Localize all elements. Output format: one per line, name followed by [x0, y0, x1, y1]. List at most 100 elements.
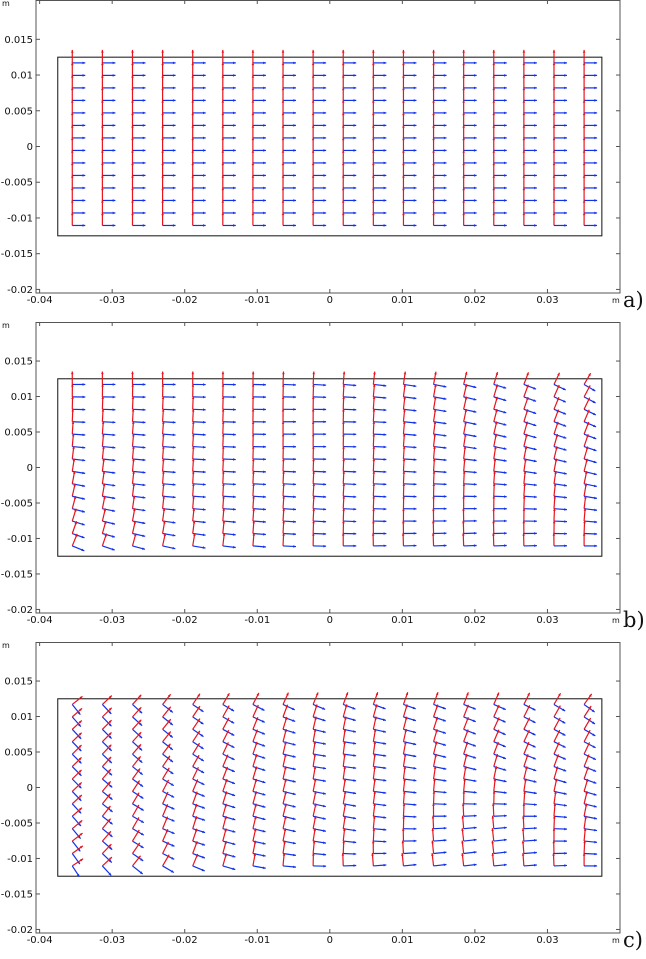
blue-vector: [373, 703, 386, 710]
red-vector: [101, 843, 112, 854]
x-tick-label: -0.03: [99, 615, 125, 626]
red-vector: [191, 99, 195, 113]
red-vector: [131, 112, 134, 126]
red-vector: [553, 778, 558, 792]
red-vector: [101, 421, 105, 435]
blue-vector: [463, 851, 477, 855]
red-vector: [583, 458, 588, 472]
red-vector: [101, 112, 104, 126]
blue-vector: [493, 99, 507, 102]
red-vector: [192, 730, 201, 743]
red-vector: [461, 828, 465, 842]
red-vector: [101, 458, 105, 472]
red-vector: [523, 458, 527, 472]
red-vector: [162, 841, 169, 854]
blue-vector: [313, 74, 327, 77]
y-tick-label: -0.015: [1, 249, 33, 260]
blue-vector: [373, 852, 387, 855]
blue-vector: [463, 383, 477, 389]
red-vector: [491, 852, 495, 866]
red-vector: [583, 803, 588, 817]
blue-vector: [312, 716, 326, 722]
red-vector: [191, 87, 195, 101]
red-vector: [161, 458, 165, 472]
red-vector: [402, 174, 405, 188]
red-vector: [372, 371, 376, 385]
blue-vector: [71, 803, 82, 814]
blue-vector: [252, 753, 266, 759]
blue-vector: [403, 149, 417, 152]
red-vector: [252, 840, 257, 854]
red-vector: [342, 470, 346, 484]
red-vector: [432, 396, 437, 410]
red-vector: [342, 508, 345, 522]
blue-vector: [283, 111, 297, 115]
blue-vector: [252, 61, 266, 65]
red-vector: [282, 458, 285, 472]
red-vector: [161, 124, 164, 138]
red-vector: [372, 74, 375, 88]
red-vector: [582, 187, 586, 201]
blue-vector: [433, 470, 447, 474]
blue-vector: [252, 728, 266, 735]
blue-vector: [553, 827, 567, 831]
blue-vector: [373, 396, 387, 400]
red-vector: [582, 124, 586, 138]
red-vector: [131, 520, 136, 534]
red-vector: [372, 692, 379, 705]
red-vector: [312, 815, 317, 829]
red-vector: [312, 766, 317, 780]
red-vector: [251, 112, 255, 126]
red-vector: [341, 49, 345, 63]
blue-vector: [403, 703, 416, 710]
red-vector: [432, 803, 435, 817]
red-vector: [341, 187, 345, 201]
red-vector: [462, 74, 465, 88]
red-vector: [312, 692, 319, 705]
blue-vector: [252, 716, 265, 723]
red-vector: [432, 704, 439, 718]
blue-vector: [493, 753, 507, 760]
red-vector: [101, 793, 111, 805]
blue-vector: [403, 803, 417, 806]
red-vector: [191, 199, 195, 213]
red-vector: [222, 853, 227, 867]
red-vector: [402, 162, 405, 176]
blue-vector: [343, 507, 357, 511]
red-vector: [221, 149, 225, 163]
red-vector: [342, 433, 345, 447]
red-vector: [311, 162, 315, 176]
blue-vector: [403, 851, 417, 855]
red-vector: [372, 212, 375, 226]
red-vector: [221, 137, 225, 151]
blue-vector: [583, 495, 598, 500]
red-vector: [553, 815, 556, 829]
blue-vector: [403, 458, 417, 461]
blue-vector: [553, 224, 567, 227]
red-vector: [372, 137, 375, 151]
red-vector: [222, 692, 230, 705]
red-vector: [432, 99, 435, 113]
blue-vector: [72, 149, 86, 152]
blue-vector: [252, 136, 266, 140]
blue-vector: [222, 753, 235, 761]
red-vector: [281, 421, 285, 435]
red-vector: [552, 137, 556, 151]
red-vector: [402, 383, 407, 397]
red-vector: [522, 803, 526, 817]
red-vector: [161, 421, 165, 435]
blue-vector: [493, 161, 507, 165]
red-vector: [70, 62, 74, 76]
blue-vector: [343, 828, 357, 832]
red-vector: [312, 741, 317, 755]
blue-vector: [493, 716, 506, 723]
blue-vector: [192, 815, 206, 821]
red-vector: [221, 433, 225, 447]
blue-vector: [282, 520, 297, 524]
blue-vector: [132, 149, 146, 152]
blue-vector: [192, 186, 206, 190]
red-vector: [70, 162, 74, 176]
red-vector: [222, 803, 227, 817]
blue-vector: [553, 61, 567, 65]
red-vector: [131, 383, 135, 397]
